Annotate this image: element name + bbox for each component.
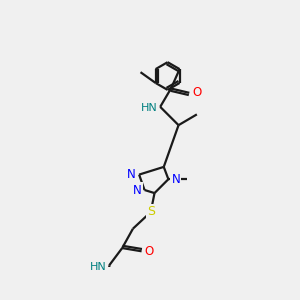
Text: HN: HN <box>90 262 107 272</box>
Text: N: N <box>133 184 141 196</box>
Text: N: N <box>127 168 136 181</box>
Text: S: S <box>147 205 155 218</box>
Text: O: O <box>192 86 202 99</box>
Text: HN: HN <box>141 103 158 112</box>
Text: N: N <box>172 173 180 186</box>
Text: O: O <box>145 245 154 258</box>
